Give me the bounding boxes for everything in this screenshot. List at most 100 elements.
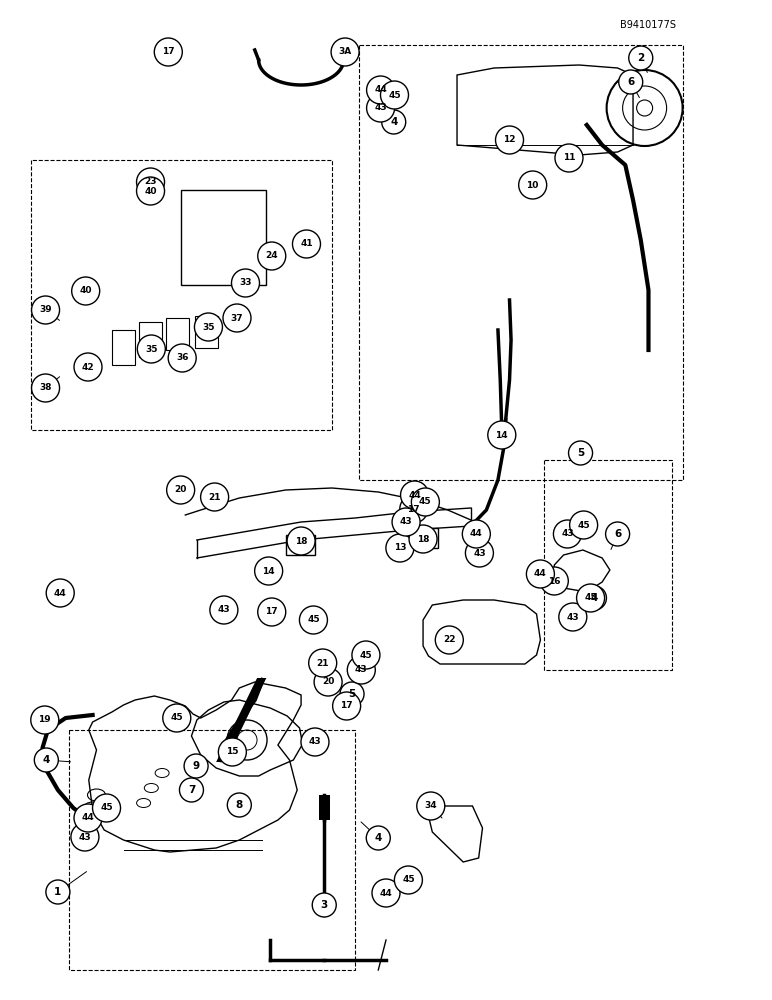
Text: 44: 44 — [470, 530, 482, 538]
Text: 43: 43 — [309, 738, 321, 746]
Circle shape — [258, 242, 286, 270]
Circle shape — [31, 706, 59, 734]
Circle shape — [462, 520, 490, 548]
Text: 10: 10 — [527, 180, 539, 190]
Bar — [112, 330, 135, 365]
Circle shape — [381, 81, 408, 109]
Text: 43: 43 — [218, 605, 230, 614]
Circle shape — [496, 126, 523, 154]
Circle shape — [232, 269, 259, 297]
Circle shape — [374, 881, 398, 905]
Text: 38: 38 — [39, 383, 52, 392]
Text: 45: 45 — [419, 497, 432, 506]
Circle shape — [417, 792, 445, 820]
Circle shape — [137, 168, 164, 196]
Text: 44: 44 — [408, 490, 421, 499]
Circle shape — [301, 728, 329, 756]
Circle shape — [46, 579, 74, 607]
Circle shape — [411, 488, 439, 516]
Circle shape — [392, 508, 420, 536]
Text: 44: 44 — [380, 889, 392, 898]
Circle shape — [218, 738, 246, 766]
Bar — [195, 316, 218, 348]
Text: 36: 36 — [176, 354, 188, 362]
Text: 45: 45 — [402, 876, 415, 884]
Circle shape — [331, 38, 359, 66]
Text: 41: 41 — [300, 239, 313, 248]
Text: 3A: 3A — [338, 47, 352, 56]
Text: 18: 18 — [295, 536, 307, 546]
Text: 43: 43 — [400, 518, 412, 526]
Circle shape — [367, 76, 394, 104]
Text: 19: 19 — [39, 716, 51, 724]
Text: 17: 17 — [266, 607, 278, 616]
Text: 43: 43 — [567, 612, 579, 621]
Circle shape — [314, 668, 342, 696]
Text: 44: 44 — [82, 813, 94, 822]
Bar — [286, 535, 315, 555]
Text: B9410177S: B9410177S — [621, 20, 676, 30]
Bar — [139, 322, 162, 357]
Circle shape — [258, 598, 286, 626]
Text: 20: 20 — [322, 678, 334, 687]
Text: 4: 4 — [591, 593, 598, 603]
Circle shape — [74, 353, 102, 381]
Text: 5: 5 — [348, 689, 356, 699]
Circle shape — [340, 682, 364, 706]
Text: 24: 24 — [266, 251, 278, 260]
Circle shape — [72, 277, 100, 305]
Text: 43: 43 — [355, 666, 367, 675]
Text: 37: 37 — [231, 314, 243, 323]
Circle shape — [32, 296, 59, 324]
Circle shape — [210, 596, 238, 624]
Text: 44: 44 — [374, 86, 387, 95]
Circle shape — [386, 534, 414, 562]
Text: 45: 45 — [577, 520, 590, 530]
Circle shape — [394, 866, 422, 894]
Circle shape — [559, 603, 587, 631]
Circle shape — [255, 557, 283, 585]
Circle shape — [488, 421, 516, 449]
Text: 22: 22 — [443, 636, 455, 645]
Circle shape — [312, 893, 337, 917]
Text: 5: 5 — [577, 448, 584, 458]
Text: 7: 7 — [188, 785, 195, 795]
Text: 8: 8 — [235, 800, 243, 810]
Circle shape — [71, 823, 99, 851]
Circle shape — [293, 230, 320, 258]
Circle shape — [179, 778, 204, 802]
Text: 17: 17 — [162, 47, 174, 56]
Circle shape — [168, 344, 196, 372]
Text: 3: 3 — [320, 900, 328, 910]
Text: 15: 15 — [226, 748, 239, 756]
Circle shape — [519, 171, 547, 199]
Circle shape — [352, 641, 380, 669]
Circle shape — [577, 584, 604, 612]
Text: 20: 20 — [174, 486, 187, 494]
Circle shape — [201, 483, 229, 511]
Text: 16: 16 — [548, 576, 560, 585]
Text: 14: 14 — [496, 430, 508, 440]
Text: 12: 12 — [503, 135, 516, 144]
Circle shape — [137, 335, 165, 363]
Circle shape — [366, 826, 391, 850]
Text: 9: 9 — [192, 761, 200, 771]
Circle shape — [227, 793, 252, 817]
Text: 21: 21 — [208, 492, 221, 502]
Text: 43: 43 — [79, 832, 91, 841]
Text: 2: 2 — [637, 53, 645, 63]
Text: 17: 17 — [408, 504, 420, 514]
Circle shape — [287, 527, 315, 555]
Circle shape — [223, 304, 251, 332]
Text: 4: 4 — [42, 755, 50, 765]
Circle shape — [93, 794, 120, 822]
Text: 45: 45 — [388, 91, 401, 100]
Text: 35: 35 — [145, 344, 157, 354]
Circle shape — [372, 879, 400, 907]
Text: 1: 1 — [54, 887, 62, 897]
Bar — [409, 528, 438, 548]
Text: 45: 45 — [360, 650, 372, 660]
Circle shape — [367, 94, 394, 122]
Text: 45: 45 — [100, 804, 113, 812]
Text: 45: 45 — [584, 593, 597, 602]
